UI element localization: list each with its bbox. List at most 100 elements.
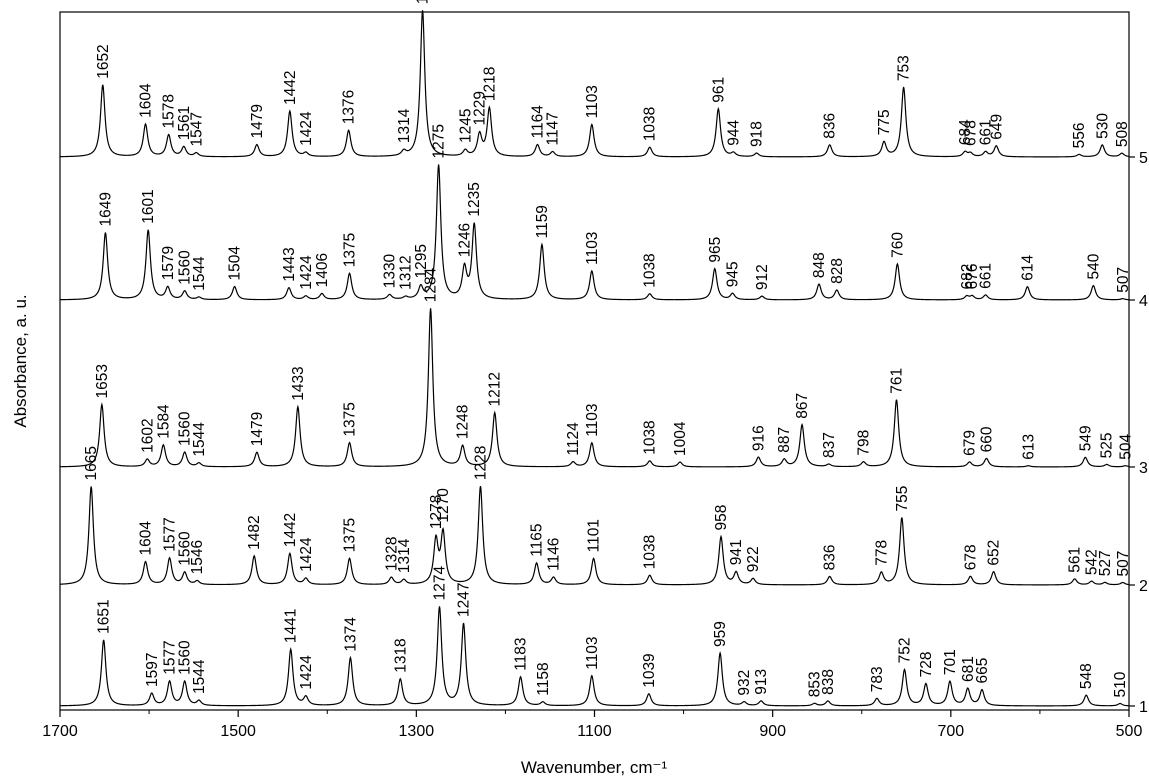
peak-label: 1375 (342, 233, 359, 267)
peak-label: 1270 (435, 488, 452, 523)
peak-label: 549 (1077, 425, 1094, 451)
peak-label: 783 (869, 666, 886, 692)
peak-label: 530 (1094, 113, 1111, 139)
peak-label: 540 (1085, 253, 1102, 279)
peak-label: 701 (942, 649, 959, 675)
peak-label: 965 (707, 237, 724, 263)
peak-label: 1235 (466, 182, 483, 216)
peak-label: 867 (794, 393, 811, 419)
peak-label: 1284 (423, 267, 440, 302)
peak-label: 542 (1084, 549, 1101, 575)
x-tick-label: 1500 (220, 723, 256, 740)
peak-label: 912 (754, 264, 771, 290)
peak-label: 1328 (383, 537, 400, 571)
peak-label: 1293 (415, 0, 432, 4)
x-axis: 1700 1500 1300 1100 900 700 500 (42, 710, 1142, 740)
peak-label: 679 (962, 430, 979, 456)
peak-label: 665 (974, 658, 991, 684)
peak-label: 1004 (672, 421, 689, 456)
peak-label: 1312 (398, 255, 415, 289)
peak-label: 1479 (249, 104, 266, 138)
peak-label: 945 (725, 261, 742, 287)
peak-label: 1544 (191, 422, 208, 457)
peak-label: 1374 (342, 617, 359, 652)
peak-label: 1038 (642, 253, 659, 287)
peak-label: 1560 (177, 640, 194, 675)
peak-label: 1424 (298, 111, 315, 146)
y-axis-label: Absorbance, a. u. (11, 294, 30, 427)
peak-label: 1038 (642, 420, 659, 454)
peak-label: 1584 (155, 404, 172, 439)
spectrum-line-1 (59, 606, 1130, 707)
x-axis-label: Wavenumber, cm⁻¹ (521, 758, 668, 777)
peak-label: 752 (897, 638, 914, 664)
peak-label: 681 (960, 656, 977, 682)
peak-label: 798 (856, 430, 873, 456)
peak-label: 1245 (457, 109, 474, 143)
peak-label: 775 (876, 109, 893, 135)
peak-label: 649 (988, 114, 1005, 140)
peak-label: 922 (745, 546, 762, 572)
peak-label: 755 (894, 486, 911, 512)
peak-label: 1375 (342, 402, 359, 436)
peak-label: 1218 (481, 67, 498, 101)
peak-label: 652 (986, 540, 1003, 566)
peak-label: 1577 (162, 517, 179, 551)
peak-label: 1376 (341, 90, 358, 124)
x-tick-label: 1700 (42, 723, 78, 740)
peak-label: 510 (1112, 671, 1129, 697)
peak-label: 1158 (535, 662, 552, 695)
peak-label: 1330 (382, 253, 399, 288)
peak-label: 1124 (565, 422, 582, 456)
x-tick-label: 1100 (577, 723, 612, 740)
peak-label: 778 (873, 540, 890, 566)
peak-label: 1103 (584, 232, 601, 265)
peak-label: 1246 (456, 223, 473, 257)
y-tick-label: 5 (1139, 150, 1148, 167)
peak-label: 918 (749, 121, 766, 147)
peak-label: 527 (1097, 550, 1114, 576)
peak-label: 836 (822, 545, 839, 571)
peak-label: 508 (1114, 121, 1131, 147)
spectrum-line-5 (60, 10, 1130, 158)
y-axis-right: 1 2 3 4 5 (1129, 150, 1148, 716)
peak-label: 676 (964, 264, 981, 290)
peak-label: 1183 (513, 637, 530, 670)
peak-label: 1038 (642, 107, 659, 141)
peak-label: 1653 (94, 364, 111, 398)
peak-label: 504 (1117, 433, 1134, 459)
peak-label: 1314 (396, 538, 413, 573)
peak-label: 1101 (586, 519, 603, 552)
peak-label: 760 (889, 232, 906, 258)
peak-label: 525 (1099, 433, 1116, 459)
spectra-traces (59, 10, 1130, 707)
peak-label: 1275 (431, 124, 448, 158)
peak-label: 1147 (545, 112, 562, 145)
peak-label: 1212 (487, 372, 504, 406)
peak-label: 1547 (188, 112, 205, 146)
peak-label: 678 (962, 544, 979, 570)
y-tick-label: 2 (1139, 578, 1148, 595)
peak-label: 1546 (189, 540, 206, 574)
peak-label: 1274 (432, 566, 449, 601)
x-tick-label: 700 (937, 723, 964, 740)
peak-label: 1665 (83, 446, 100, 480)
peak-label: 1295 (413, 244, 430, 278)
peak-label: 1649 (97, 192, 114, 226)
peak-label: 941 (728, 539, 745, 565)
peak-label: 848 (811, 252, 828, 278)
peak-label: 837 (821, 432, 838, 458)
peak-label: 1278 (428, 495, 445, 529)
peak-label: 678 (962, 120, 979, 146)
peak-label: 1560 (177, 411, 194, 446)
peak-label: 1544 (191, 256, 208, 291)
peak-label: 1560 (177, 250, 194, 285)
peak-label: 728 (918, 652, 935, 678)
peak-label: 556 (1071, 123, 1088, 149)
peak-label: 961 (710, 77, 727, 103)
peak-label: 548 (1078, 663, 1095, 689)
peak-label: 661 (978, 119, 995, 145)
peak-label: 1229 (472, 91, 489, 125)
